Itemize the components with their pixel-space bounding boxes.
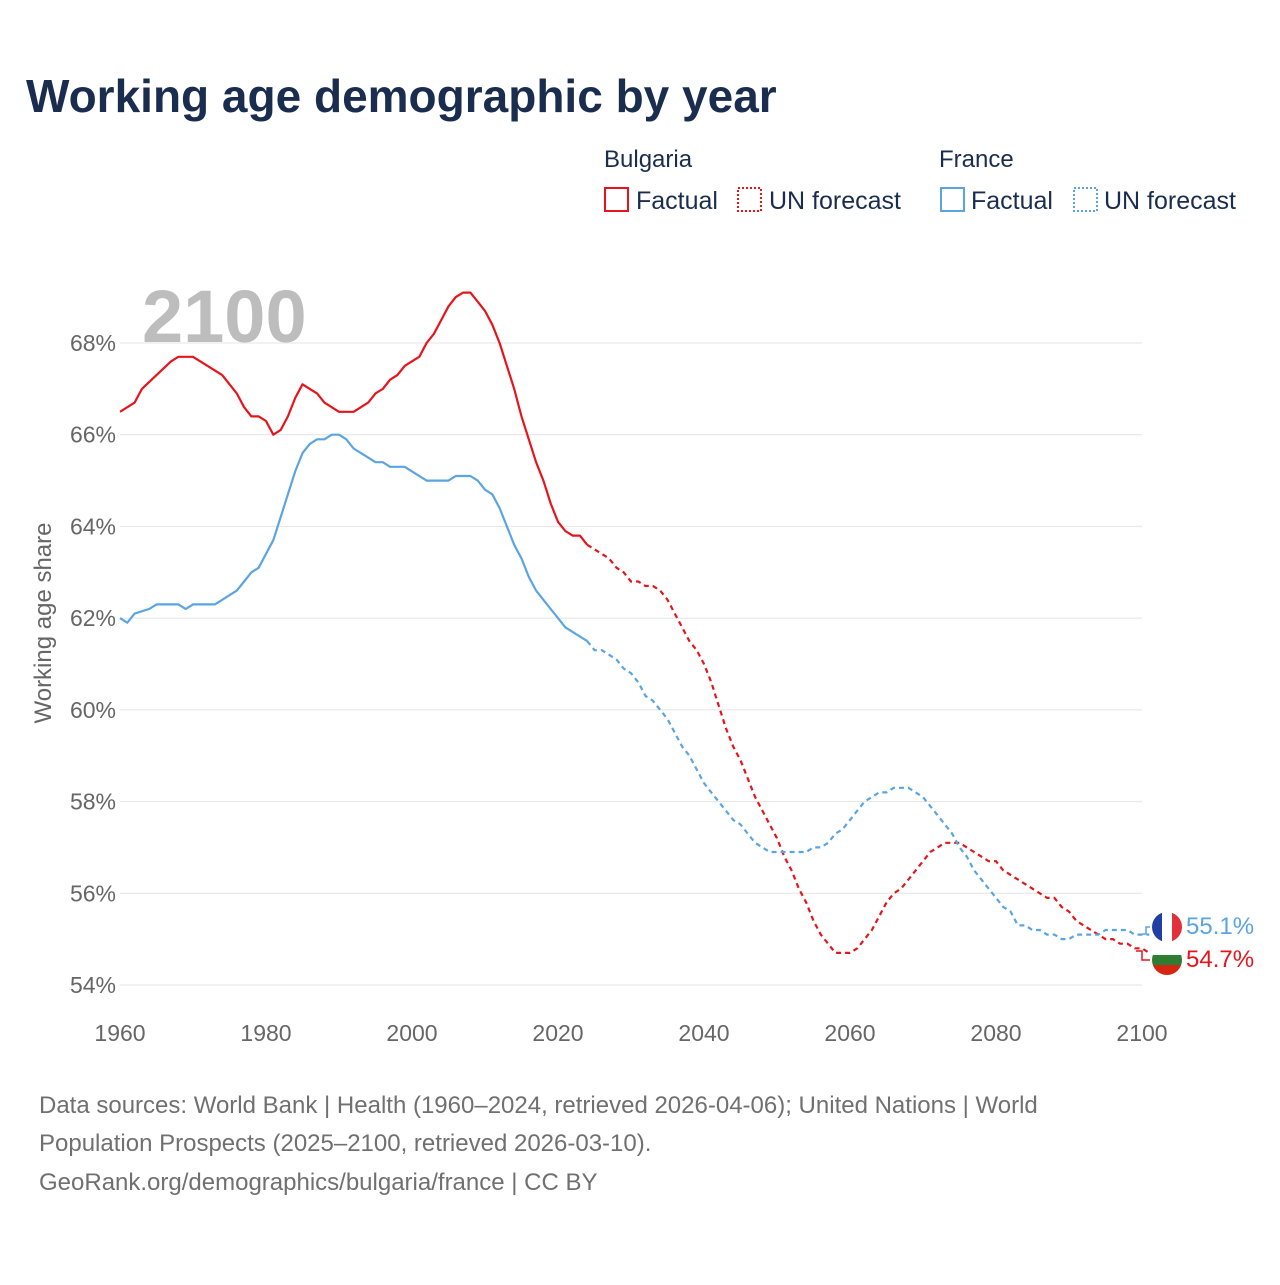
x-axis-ticks: 1960 1980 2000 2020 2040 2060 2080 2100: [94, 1020, 1167, 1046]
y-tick-label: 56%: [70, 880, 116, 906]
bulgaria-end-value: 54.7%: [1186, 946, 1254, 973]
y-axis-ticks: 54% 56% 58% 60% 62% 64% 66% 68%: [70, 330, 116, 998]
x-tick-label: 1980: [240, 1020, 291, 1046]
bulgaria-connector: [1136, 950, 1150, 961]
source-line-3: GeoRank.org/demographics/bulgaria/france…: [39, 1169, 598, 1196]
legend: Bulgaria Factual UN forecast France Fact…: [604, 146, 1236, 215]
end-marker-bulgaria: 54.7%: [1136, 945, 1254, 975]
bulgaria-factual-line: [119, 291, 589, 546]
y-axis-label: Working age share: [30, 523, 57, 724]
france-factual-line: [119, 433, 588, 643]
chart-title: Working age demographic by year: [26, 70, 777, 122]
series-layer: [119, 291, 1150, 954]
legend-bulgaria-forecast-swatch: [737, 187, 762, 212]
legend-bulgaria-forecast-label: UN forecast: [769, 187, 901, 215]
x-tick-label: 2100: [1116, 1020, 1167, 1046]
legend-group-bulgaria: Bulgaria: [604, 146, 693, 173]
y-tick-label: 64%: [70, 513, 116, 539]
x-tick-label: 2020: [532, 1020, 583, 1046]
grid-lines: [120, 342, 1142, 986]
legend-france-forecast-swatch: [1073, 187, 1098, 212]
end-marker-france: 55.1%: [1142, 912, 1254, 942]
legend-france-factual-label: Factual: [971, 187, 1053, 215]
source-line-2: Population Prospects (2025–2100, retriev…: [39, 1130, 651, 1157]
y-tick-label: 60%: [70, 697, 116, 723]
y-tick-label: 62%: [70, 605, 116, 631]
y-tick-label: 68%: [70, 330, 116, 356]
legend-france-forecast-label: UN forecast: [1104, 187, 1236, 215]
x-tick-label: 2060: [824, 1020, 875, 1046]
x-tick-label: 2080: [970, 1020, 1021, 1046]
y-tick-label: 66%: [70, 422, 116, 448]
y-tick-label: 54%: [70, 972, 116, 998]
france-forecast-line: [586, 640, 1150, 941]
source-line-1: Data sources: World Bank | Health (1960–…: [39, 1092, 1038, 1119]
france-connector: [1142, 926, 1150, 935]
france-end-value: 55.1%: [1186, 913, 1254, 940]
legend-bulgaria-factual-swatch: [604, 187, 629, 212]
y-tick-label: 58%: [70, 789, 116, 815]
year-watermark: 2100: [142, 275, 307, 358]
legend-group-france: France: [939, 146, 1014, 173]
bulgaria-forecast-line: [586, 543, 1150, 954]
legend-bulgaria-factual-label: Factual: [636, 187, 718, 215]
x-tick-label: 1960: [94, 1020, 145, 1046]
source-note: Data sources: World Bank | Health (1960–…: [39, 1092, 1038, 1196]
france-flag-icon: [1152, 912, 1182, 942]
legend-france-factual-swatch: [940, 187, 965, 212]
bulgaria-flag-icon: [1152, 945, 1182, 975]
x-tick-label: 2040: [678, 1020, 729, 1046]
x-tick-label: 2000: [386, 1020, 437, 1046]
